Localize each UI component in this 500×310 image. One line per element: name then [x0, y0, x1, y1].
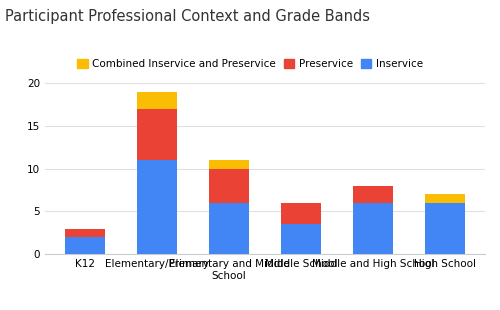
Bar — [354, 186, 393, 203]
Bar — [209, 203, 249, 254]
Bar — [65, 237, 104, 254]
Bar — [65, 228, 104, 237]
Bar — [354, 203, 393, 254]
Bar — [137, 91, 176, 108]
Bar — [426, 194, 465, 203]
Bar — [209, 160, 249, 169]
Bar — [209, 169, 249, 203]
Legend: Combined Inservice and Preservice, Preservice, Inservice: Combined Inservice and Preservice, Prese… — [73, 55, 427, 73]
Bar — [137, 108, 176, 160]
Bar — [281, 203, 321, 224]
Text: Participant Professional Context and Grade Bands: Participant Professional Context and Gra… — [5, 9, 370, 24]
Bar — [137, 160, 176, 254]
Bar — [281, 224, 321, 254]
Bar — [426, 203, 465, 254]
